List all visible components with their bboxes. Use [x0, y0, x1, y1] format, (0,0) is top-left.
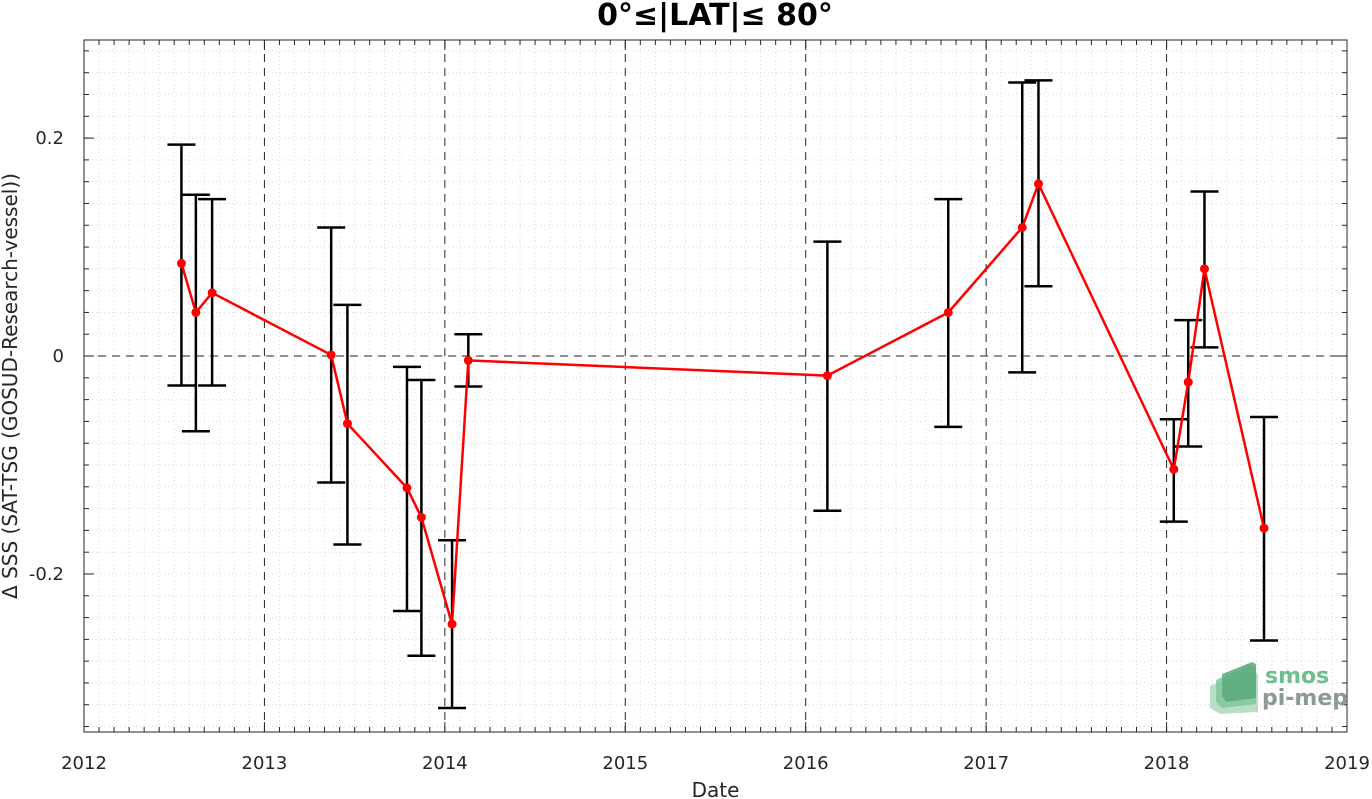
data-point [447, 619, 457, 629]
x-tick-label: 2016 [783, 753, 829, 774]
y-axis-label: Δ SSS (SAT-TSG (GOSUD-Research-vessel)) [0, 173, 22, 599]
data-point [1033, 179, 1043, 189]
data-point [943, 307, 953, 317]
axis-ticks [83, 40, 1348, 732]
x-tick-label: 2014 [422, 753, 468, 774]
y-tick-label: 0 [53, 346, 64, 367]
logo-text-pimep: pi-mep [1262, 686, 1348, 711]
x-tick-labels: 2012 2013 2014 2015 2016 2017 2018 2019 [61, 753, 1370, 774]
x-tick-label: 2019 [1324, 753, 1370, 774]
y-tick-labels: 0.2 0 -0.2 [29, 128, 64, 585]
x-tick-label: 2013 [242, 753, 288, 774]
x-axis-label: Date [692, 778, 740, 799]
data-point [402, 483, 412, 493]
error-bars [167, 79, 1279, 710]
major-grid [263, 40, 1168, 732]
data-points [176, 179, 1269, 629]
data-point [1017, 222, 1027, 232]
series-line [180, 180, 1266, 625]
plot-frame [83, 39, 1348, 733]
data-point [191, 307, 201, 317]
data-point [1199, 264, 1209, 274]
x-tick-label: 2017 [963, 753, 1009, 774]
data-point [1169, 464, 1179, 474]
chart-title: 0°≤|LAT|≤ 80° [597, 0, 833, 33]
x-tick-label: 2015 [602, 753, 648, 774]
series-line-group [180, 180, 1266, 625]
y-tick-label: 0.2 [35, 128, 64, 149]
data-point [416, 512, 426, 522]
logo-icon [1210, 662, 1258, 714]
smos-pimep-logo: smos pi-mep [1210, 662, 1348, 714]
data-point [822, 371, 832, 381]
y-tick-label: -0.2 [29, 564, 64, 585]
x-tick-label: 2012 [61, 753, 107, 774]
logo-text-smos: smos [1265, 664, 1329, 689]
x-tick-label: 2018 [1144, 753, 1190, 774]
data-point [463, 355, 473, 365]
data-point [342, 419, 352, 429]
data-point [176, 258, 186, 268]
data-point [326, 350, 336, 360]
minor-grid [84, 40, 1347, 732]
data-point [1183, 377, 1193, 387]
data-point [207, 288, 217, 298]
data-point [1259, 523, 1269, 533]
